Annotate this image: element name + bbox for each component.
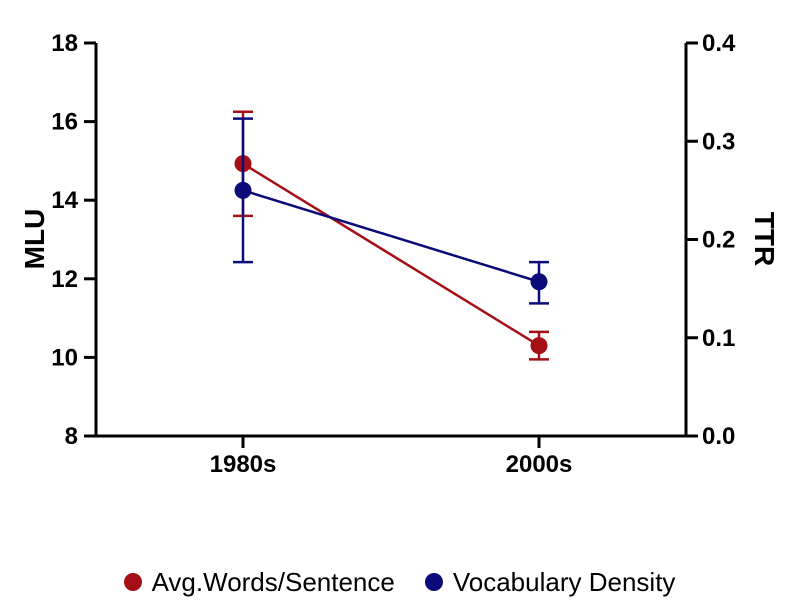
series-vocabulary-density xyxy=(233,117,549,305)
series-line xyxy=(242,189,540,283)
legend: Avg.Words/Sentence Vocabulary Density xyxy=(0,562,799,602)
x-tick-label: 2000s xyxy=(506,451,573,478)
y2-tick-label: 0.4 xyxy=(702,30,736,57)
legend-label-vocabulary-density: Vocabulary Density xyxy=(452,566,676,597)
data-point xyxy=(234,181,252,199)
y-tick-label: 8 xyxy=(65,423,78,450)
axes: 8 10 12 14 16 18 0.0 0.1 0.2 0.3 0.4 1980s 2000s xyxy=(51,30,736,478)
y2-tick-label: 0.1 xyxy=(702,325,735,352)
legend-label-avg-words: Avg.Words/Sentence xyxy=(151,566,395,597)
y2-axis-title: TTR xyxy=(749,212,780,266)
legend-item-avg-words: Avg.Words/Sentence xyxy=(123,566,395,598)
y-tick-label: 14 xyxy=(51,187,78,214)
data-point xyxy=(530,337,548,355)
y2-tick-label: 0.3 xyxy=(702,128,735,155)
legend-marker-vocabulary-density xyxy=(424,573,443,591)
y-tick-label: 18 xyxy=(51,30,78,57)
legend-item-vocabulary-density: Vocabulary Density xyxy=(424,566,676,598)
chart: 8 10 12 14 16 18 0.0 0.1 0.2 0.3 0.4 1980s 2000s MLU… xyxy=(19,30,780,478)
series-line xyxy=(242,162,540,347)
y-tick-label: 16 xyxy=(51,109,78,136)
x-tick-label: 1980s xyxy=(210,451,277,478)
legend-marker-avg-words xyxy=(123,573,142,591)
y-axis-title: MLU xyxy=(19,209,50,270)
y-tick-label: 12 xyxy=(51,266,78,293)
y2-tick-label: 0.2 xyxy=(702,227,735,254)
y2-tick-label: 0.0 xyxy=(702,423,735,450)
y-tick-label: 10 xyxy=(51,344,78,371)
series-layer xyxy=(233,110,549,361)
data-point xyxy=(530,273,548,291)
